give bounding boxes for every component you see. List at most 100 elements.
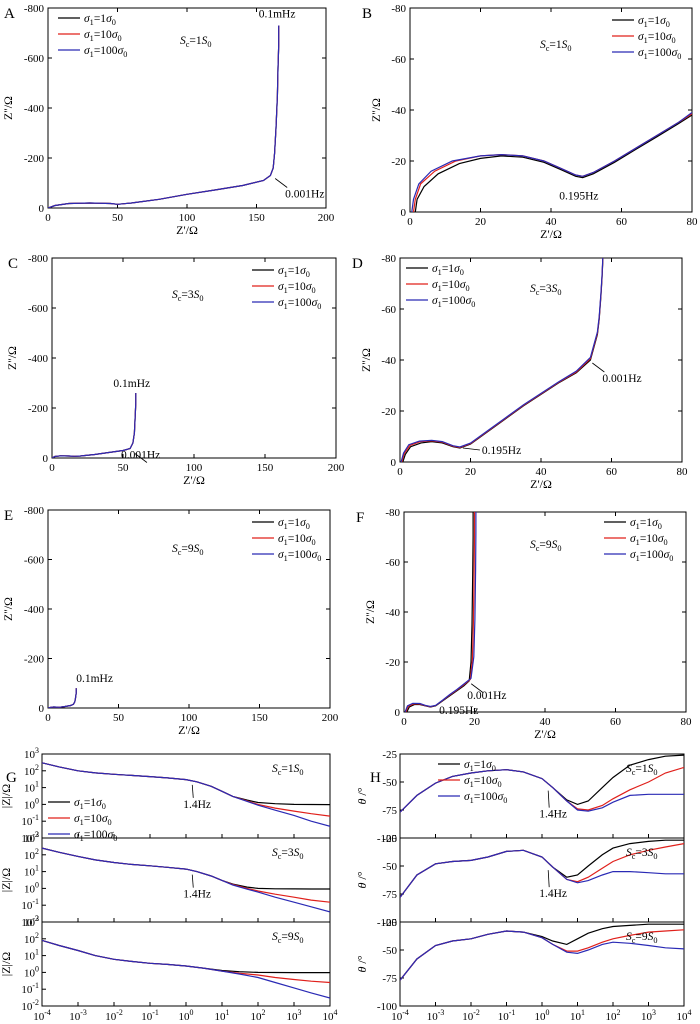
x-tick-label: 10-3​ <box>427 1008 445 1023</box>
panel-label: G <box>6 770 17 786</box>
legend-label: σ1=100σ0​ <box>84 45 127 59</box>
legend-label: σ1=1σ0​ <box>638 15 670 29</box>
x-tick-label: 80 <box>681 716 693 728</box>
series-line-3 <box>404 512 477 712</box>
panel-B: 0 20 40 60 80 0 -20 -40 -60 -80 Z'/Ω Z''/Ω B 0.195Hz σ… <box>362 3 698 241</box>
legend-label: σ1=10σ0​ <box>74 813 112 827</box>
legend-label: σ1=10σ0​ <box>638 31 676 45</box>
series-line-1 <box>406 512 474 712</box>
data-label: 1.4Hz <box>183 889 211 901</box>
x-tick-label: 50 <box>113 712 125 724</box>
subplot-3: 10-2​ 10-1​ 100​101​ 102​ 103​ |Z|/Ω Sc=9S0​ <box>0 914 331 1013</box>
sc-annotation: Sc=1S0​ <box>540 39 572 53</box>
y-tick-label: 0 <box>43 453 49 465</box>
data-label: 0.001Hz <box>121 450 160 462</box>
y-tick-label: 103​ <box>24 914 39 929</box>
data-label: 0.1mHz <box>76 673 113 685</box>
x-tick-label: 102​ <box>251 1008 266 1023</box>
x-axis-label: Z'/Ω <box>534 727 556 741</box>
sc-annotation: Sc=3S0​ <box>626 847 658 861</box>
annotation-arrow <box>274 178 288 188</box>
legend-label: σ1=10σ0​ <box>464 775 502 789</box>
panel-label: C <box>8 256 18 272</box>
y-tick-label: -800 <box>28 253 49 265</box>
legend-label: σ1=1σ0​ <box>464 759 496 773</box>
legend-label: σ1=100σ0​ <box>638 47 681 61</box>
y-tick-label: 0 <box>391 457 397 469</box>
subplot-2: 10-2​ 10-1​ 100​101​ 102​ 103​ |Z|/Ω Sc=3S0​ 1.… <box>0 830 331 929</box>
y-tick-label: -200 <box>24 654 45 666</box>
x-tick-label: 150 <box>251 712 268 724</box>
y-tick-label: -80 <box>381 253 396 265</box>
x-tick-label: 10-1​ <box>498 1008 516 1023</box>
y-tick-label: -20 <box>381 406 396 418</box>
legend-label: σ1=10σ0​ <box>84 29 122 43</box>
y-tick-label: 101​ <box>24 780 39 795</box>
y-tick-label: -75 <box>382 805 397 817</box>
series-line-1 <box>42 939 330 974</box>
sc-annotation: Sc=3S0​ <box>272 847 304 861</box>
subplot-3: -100 -75 -50 -25 θ /° Sc=9S0​ <box>355 917 685 1013</box>
panel-A: 0 50 100 150 200 0 -200 -400 -600 -800 Z'/Ω Z''/Ω A 0… <box>1 3 335 237</box>
x-tick-label: 10-2​ <box>105 1008 123 1023</box>
y-axis-label: |Z|/Ω <box>0 952 13 976</box>
y-axis-label: Z''/Ω <box>359 348 373 372</box>
x-tick-label: 100 <box>179 212 196 224</box>
y-tick-label: 10-1​ <box>21 897 39 912</box>
legend-label: σ1=10σ0​ <box>278 533 316 547</box>
panel-G: G10-2​10-1​100​101​102​103​|Z|/ΩSc=1S0​1… <box>0 746 338 1024</box>
x-tick-label: 10-4​ <box>391 1008 409 1023</box>
y-tick-label: -25 <box>382 917 397 929</box>
y-tick-label: -400 <box>24 604 45 616</box>
y-tick-label: 10-2​ <box>21 998 39 1013</box>
series-line-2 <box>42 939 330 984</box>
series-line-3 <box>52 393 137 458</box>
sc-annotation: Sc=9S0​ <box>272 931 304 945</box>
data-label: 1.4Hz <box>183 799 211 811</box>
y-tick-label: -60 <box>381 304 396 316</box>
x-tick-label: 104​ <box>677 1008 692 1023</box>
x-tick-label: 150 <box>248 212 265 224</box>
x-tick-label: 200 <box>328 462 345 474</box>
sc-annotation: Sc=9S0​ <box>172 543 204 557</box>
panel-H: H -100 -75 -50 -25 θ /° Sc=1S0​ 1.4Hz -100 -75 -50… <box>355 749 692 1024</box>
x-tick-label: 0 <box>49 462 55 474</box>
y-tick-label: -75 <box>382 973 397 985</box>
legend-label: σ1=1σ0​ <box>278 517 310 531</box>
y-tick-label: 100​ <box>24 880 39 895</box>
annotation-arrow <box>462 447 480 451</box>
annotation-arrow <box>592 362 605 373</box>
y-axis-label: |Z|/Ω <box>0 868 13 892</box>
y-tick-label: -100 <box>377 1001 398 1013</box>
data-label: 0.001Hz <box>285 189 324 201</box>
y-tick-label: -600 <box>24 53 45 65</box>
x-tick-label: 103​ <box>641 1008 656 1023</box>
y-tick-label: -40 <box>391 105 406 117</box>
y-tick-label: -50 <box>382 945 397 957</box>
x-tick-label: 103​ <box>287 1008 302 1023</box>
x-axis-label: Z'/Ω <box>183 473 205 487</box>
y-axis-label: Z''/Ω <box>1 597 15 621</box>
x-tick-label: 100​ <box>179 1008 194 1023</box>
legend-label: σ1=1σ0​ <box>432 263 464 277</box>
y-tick-label: 10-2​ <box>21 830 39 845</box>
y-axis-label: θ /° <box>355 787 369 804</box>
legend-label: σ1=10σ0​ <box>630 533 668 547</box>
x-tick-label: 100 <box>181 712 198 724</box>
series-line-3 <box>42 847 330 913</box>
panel-label: B <box>362 6 372 22</box>
x-tick-label: 80 <box>687 216 699 228</box>
x-tick-label: 0 <box>407 216 413 228</box>
legend-label: σ1=1σ0​ <box>84 13 116 27</box>
series-line-3 <box>400 769 684 813</box>
legend-label: σ1=100σ0​ <box>432 295 475 309</box>
y-tick-label: -400 <box>28 353 49 365</box>
data-label: 0.001Hz <box>602 373 641 385</box>
annotation-arrow <box>547 790 550 808</box>
series-line-3 <box>411 112 692 212</box>
panel-label: F <box>356 510 364 526</box>
y-tick-label: -60 <box>391 54 406 66</box>
data-label: 0.195Hz <box>559 191 598 203</box>
panel-label: A <box>4 6 15 22</box>
x-tick-label: 10-2​ <box>462 1008 480 1023</box>
